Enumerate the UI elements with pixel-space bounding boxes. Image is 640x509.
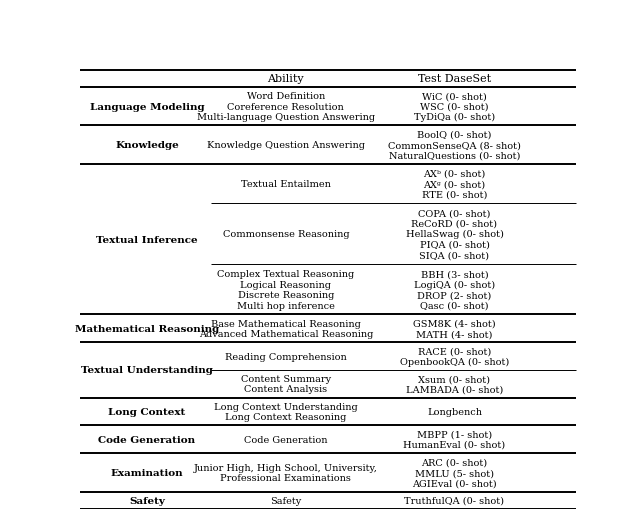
Text: GSM8K (4- shot)
MATH (4- shot): GSM8K (4- shot) MATH (4- shot) (413, 319, 496, 338)
Text: Textual Entailmen: Textual Entailmen (241, 180, 331, 189)
Text: Ability: Ability (268, 74, 304, 84)
Text: Content Summary
Content Analysis: Content Summary Content Analysis (241, 374, 331, 394)
Text: Word Definition
Coreference Resolution
Multi-language Question Answering: Word Definition Coreference Resolution M… (196, 92, 375, 122)
Text: Textual Inference: Textual Inference (96, 236, 198, 244)
Text: Long Context Understanding
Long Context Reasoning: Long Context Understanding Long Context … (214, 402, 358, 421)
Text: Knowledge: Knowledge (115, 141, 179, 150)
Text: Language Modeling: Language Modeling (90, 102, 204, 111)
Text: MBPP (1- shot)
HumanEval (0- shot): MBPP (1- shot) HumanEval (0- shot) (403, 430, 506, 449)
Text: RACE (0- shot)
OpenbookQA (0- shot): RACE (0- shot) OpenbookQA (0- shot) (400, 347, 509, 366)
Text: TruthfulQA (0- shot): TruthfulQA (0- shot) (404, 496, 504, 505)
Text: Xsum (0- shot)
LAMBADA (0- shot): Xsum (0- shot) LAMBADA (0- shot) (406, 374, 503, 394)
Text: AXᵇ (0- shot)
AXᵍ (0- shot)
RTE (0- shot): AXᵇ (0- shot) AXᵍ (0- shot) RTE (0- shot… (422, 169, 487, 200)
Text: WiC (0- shot)
WSC (0- shot)
TyDiQa (0- shot): WiC (0- shot) WSC (0- shot) TyDiQa (0- s… (414, 92, 495, 122)
Text: Knowledge Question Answering: Knowledge Question Answering (207, 141, 365, 150)
Text: Mathematical Reasoning: Mathematical Reasoning (75, 324, 219, 333)
Text: BoolQ (0- shot)
CommonSenseQA (8- shot)
NaturalQuestions (0- shot): BoolQ (0- shot) CommonSenseQA (8- shot) … (388, 131, 521, 160)
Text: Code Generation: Code Generation (99, 435, 196, 444)
Text: Reading Comprehension: Reading Comprehension (225, 352, 347, 361)
Text: Safety: Safety (129, 496, 165, 505)
Text: Examination: Examination (111, 468, 183, 477)
Text: Commonsense Reasoning: Commonsense Reasoning (223, 230, 349, 239)
Text: Base Mathematical Reasoning
Advanced Mathematical Reasoning: Base Mathematical Reasoning Advanced Mat… (198, 319, 373, 338)
Text: Long Context: Long Context (108, 407, 186, 416)
Text: Complex Textual Reasoning
Logical Reasoning
Discrete Reasoning
Multi hop inferen: Complex Textual Reasoning Logical Reason… (217, 270, 355, 310)
Text: Safety: Safety (270, 496, 301, 505)
Text: Junior High, High School, University,
Professional Examinations: Junior High, High School, University, Pr… (194, 463, 378, 483)
Text: Textual Understanding: Textual Understanding (81, 365, 213, 375)
Text: ARC (0- shot)
MMLU (5- shot)
AGIEval (0- shot): ARC (0- shot) MMLU (5- shot) AGIEval (0-… (412, 458, 497, 488)
Text: COPA (0- shot)
ReCoRD (0- shot)
HellaSwag (0- shot)
PIQA (0- shot)
SIQA (0- shot: COPA (0- shot) ReCoRD (0- shot) HellaSwa… (406, 209, 504, 260)
Text: Longbench: Longbench (427, 407, 482, 416)
Text: Code Generation: Code Generation (244, 435, 328, 444)
Text: Test DaseSet: Test DaseSet (418, 74, 491, 84)
Text: BBH (3- shot)
LogiQA (0- shot)
DROP (2- shot)
Qasc (0- shot): BBH (3- shot) LogiQA (0- shot) DROP (2- … (414, 270, 495, 310)
